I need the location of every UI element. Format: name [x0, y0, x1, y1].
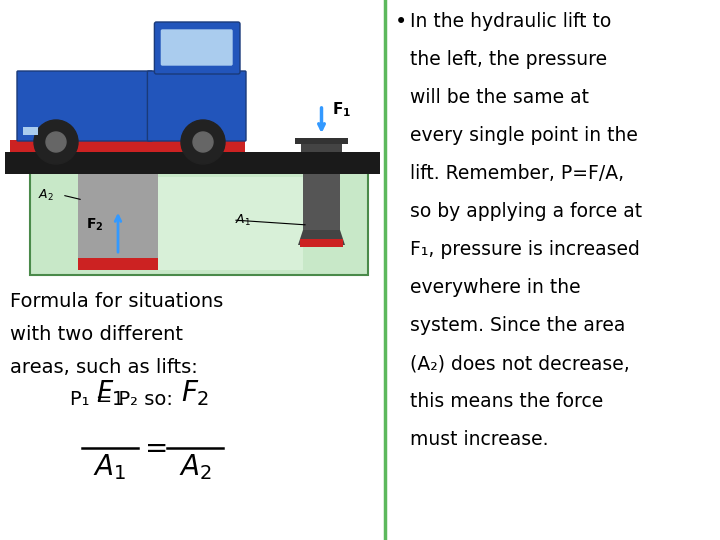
Text: In the hydraulic lift to: In the hydraulic lift to: [410, 12, 611, 31]
Text: $\mathit{F}_1$: $\mathit{F}_1$: [96, 378, 125, 408]
Text: $A_1$: $A_1$: [235, 212, 251, 227]
Text: every single point in the: every single point in the: [410, 126, 638, 145]
Text: the left, the pressure: the left, the pressure: [410, 50, 608, 69]
Text: $\mathit{A}_2$: $\mathit{A}_2$: [179, 452, 212, 482]
Text: so by applying a force at: so by applying a force at: [410, 202, 642, 221]
Bar: [295, 138, 348, 144]
Text: will be the same at: will be the same at: [410, 88, 589, 107]
Bar: [300, 239, 343, 247]
Text: this means the force: this means the force: [410, 392, 603, 411]
Bar: [30, 172, 368, 275]
Circle shape: [193, 132, 213, 152]
Bar: [23, 127, 38, 135]
Text: (A₂) does not decrease,: (A₂) does not decrease,: [410, 354, 630, 373]
Bar: [5, 169, 380, 174]
Circle shape: [46, 132, 66, 152]
Circle shape: [34, 120, 78, 164]
FancyBboxPatch shape: [148, 71, 246, 141]
Text: system. Since the area: system. Since the area: [410, 316, 626, 335]
Bar: [5, 152, 380, 170]
Text: F₁, pressure is increased: F₁, pressure is increased: [410, 240, 640, 259]
Circle shape: [181, 120, 225, 164]
Text: •: •: [395, 12, 408, 32]
Text: lift. Remember, P=F/A,: lift. Remember, P=F/A,: [410, 164, 624, 183]
Text: everywhere in the: everywhere in the: [410, 278, 581, 297]
Text: areas, such as lifts:: areas, such as lifts:: [10, 358, 198, 377]
Bar: [303, 170, 340, 245]
Text: P₁ = P₂ so:: P₁ = P₂ so:: [70, 390, 173, 409]
Text: Formula for situations: Formula for situations: [10, 292, 223, 311]
Bar: [297, 152, 346, 170]
Bar: [78, 170, 158, 270]
Text: $\mathit{A}_1$: $\mathit{A}_1$: [94, 452, 127, 482]
Text: $=$: $=$: [139, 433, 166, 461]
Bar: [10, 140, 245, 152]
Polygon shape: [298, 230, 345, 245]
Bar: [301, 142, 342, 152]
Text: $\mathit{F}_2$: $\mathit{F}_2$: [181, 378, 210, 408]
FancyBboxPatch shape: [161, 30, 232, 65]
Text: $\mathbf{F_1}$: $\mathbf{F_1}$: [331, 100, 351, 119]
Text: $A_2$: $A_2$: [38, 187, 54, 202]
FancyBboxPatch shape: [17, 71, 153, 141]
Bar: [78, 258, 158, 270]
FancyBboxPatch shape: [154, 22, 240, 74]
Text: with two different: with two different: [10, 325, 183, 344]
Text: must increase.: must increase.: [410, 430, 549, 449]
Text: $\mathbf{F_2}$: $\mathbf{F_2}$: [86, 217, 104, 233]
Bar: [158, 177, 303, 270]
